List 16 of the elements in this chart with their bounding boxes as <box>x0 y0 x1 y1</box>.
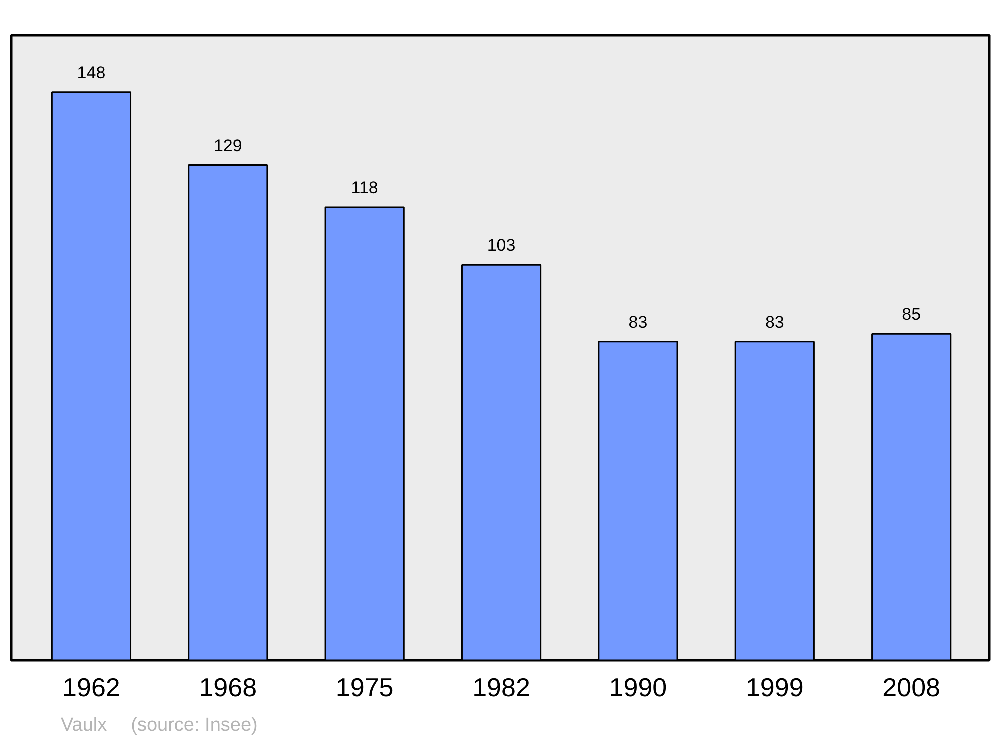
x-tick-label: 1975 <box>336 672 394 702</box>
x-tick-label: 1968 <box>199 672 258 702</box>
x-tick-label: 1962 <box>62 672 120 702</box>
text: Vaulx <box>61 714 108 738</box>
data-label: 83 <box>765 312 784 332</box>
data-label: 103 <box>487 236 516 256</box>
x-tick-label: 1982 <box>472 672 530 702</box>
data-label: 118 <box>351 178 378 198</box>
x-tick-label: 1999 <box>746 672 804 702</box>
data-label: 148 <box>77 63 106 82</box>
x-tick-label: 2008 <box>882 672 941 702</box>
text: (source: Insee) <box>131 714 258 738</box>
data-label: 129 <box>214 136 242 156</box>
x-tick-label: 1990 <box>609 672 668 702</box>
data-label: 83 <box>628 312 648 332</box>
data-label: 85 <box>902 305 922 324</box>
